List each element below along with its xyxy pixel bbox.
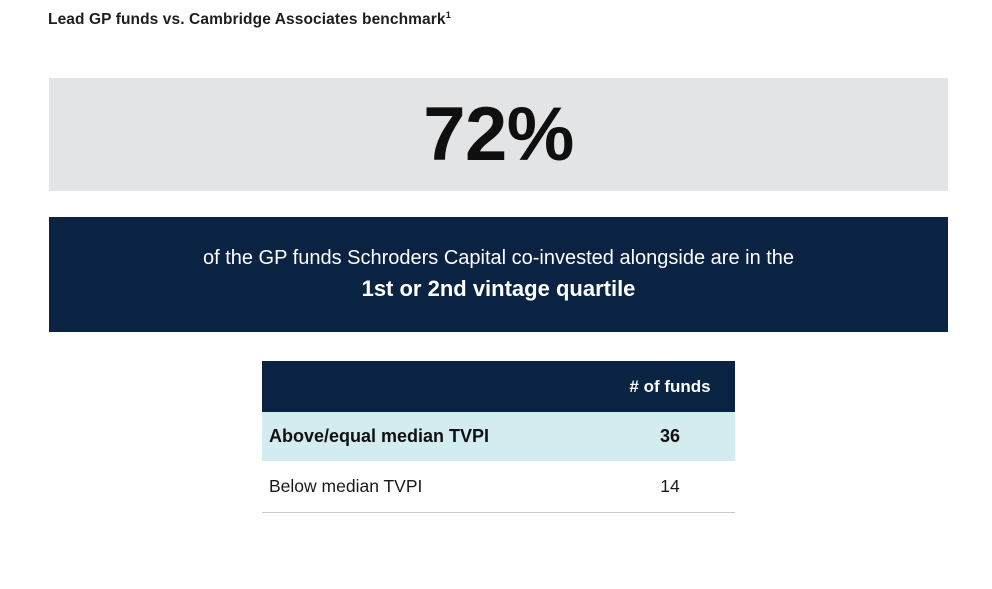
description-line-2: 1st or 2nd vintage quartile — [361, 276, 636, 302]
table-row-above-median: Above/equal median TVPI 36 — [262, 412, 735, 461]
description-line-1: of the GP funds Schroders Capital co-inv… — [202, 247, 795, 270]
row-label-cell: Above/equal median TVPI — [262, 412, 605, 461]
row-value-cell: 14 — [605, 461, 735, 513]
row-label-cell: Below median TVPI — [262, 461, 605, 513]
percentage-value: 72% — [423, 91, 574, 177]
description-banner: of the GP funds Schroders Capital co-inv… — [49, 217, 948, 332]
percentage-banner: 72% — [49, 78, 948, 191]
page-title-text: Lead GP funds vs. Cambridge Associates b… — [48, 11, 446, 28]
footnote-superscript: 1 — [445, 9, 452, 21]
funds-table: # of funds Above/equal median TVPI 36 Be… — [262, 361, 735, 513]
table-header-empty-cell — [262, 361, 605, 412]
row-value-cell: 36 — [605, 412, 735, 461]
page-title: Lead GP funds vs. Cambridge Associates b… — [48, 11, 451, 29]
table-row-below-median: Below median TVPI 14 — [262, 461, 735, 513]
table-header-funds-cell: # of funds — [605, 361, 735, 412]
table-header-row: # of funds — [262, 361, 735, 412]
